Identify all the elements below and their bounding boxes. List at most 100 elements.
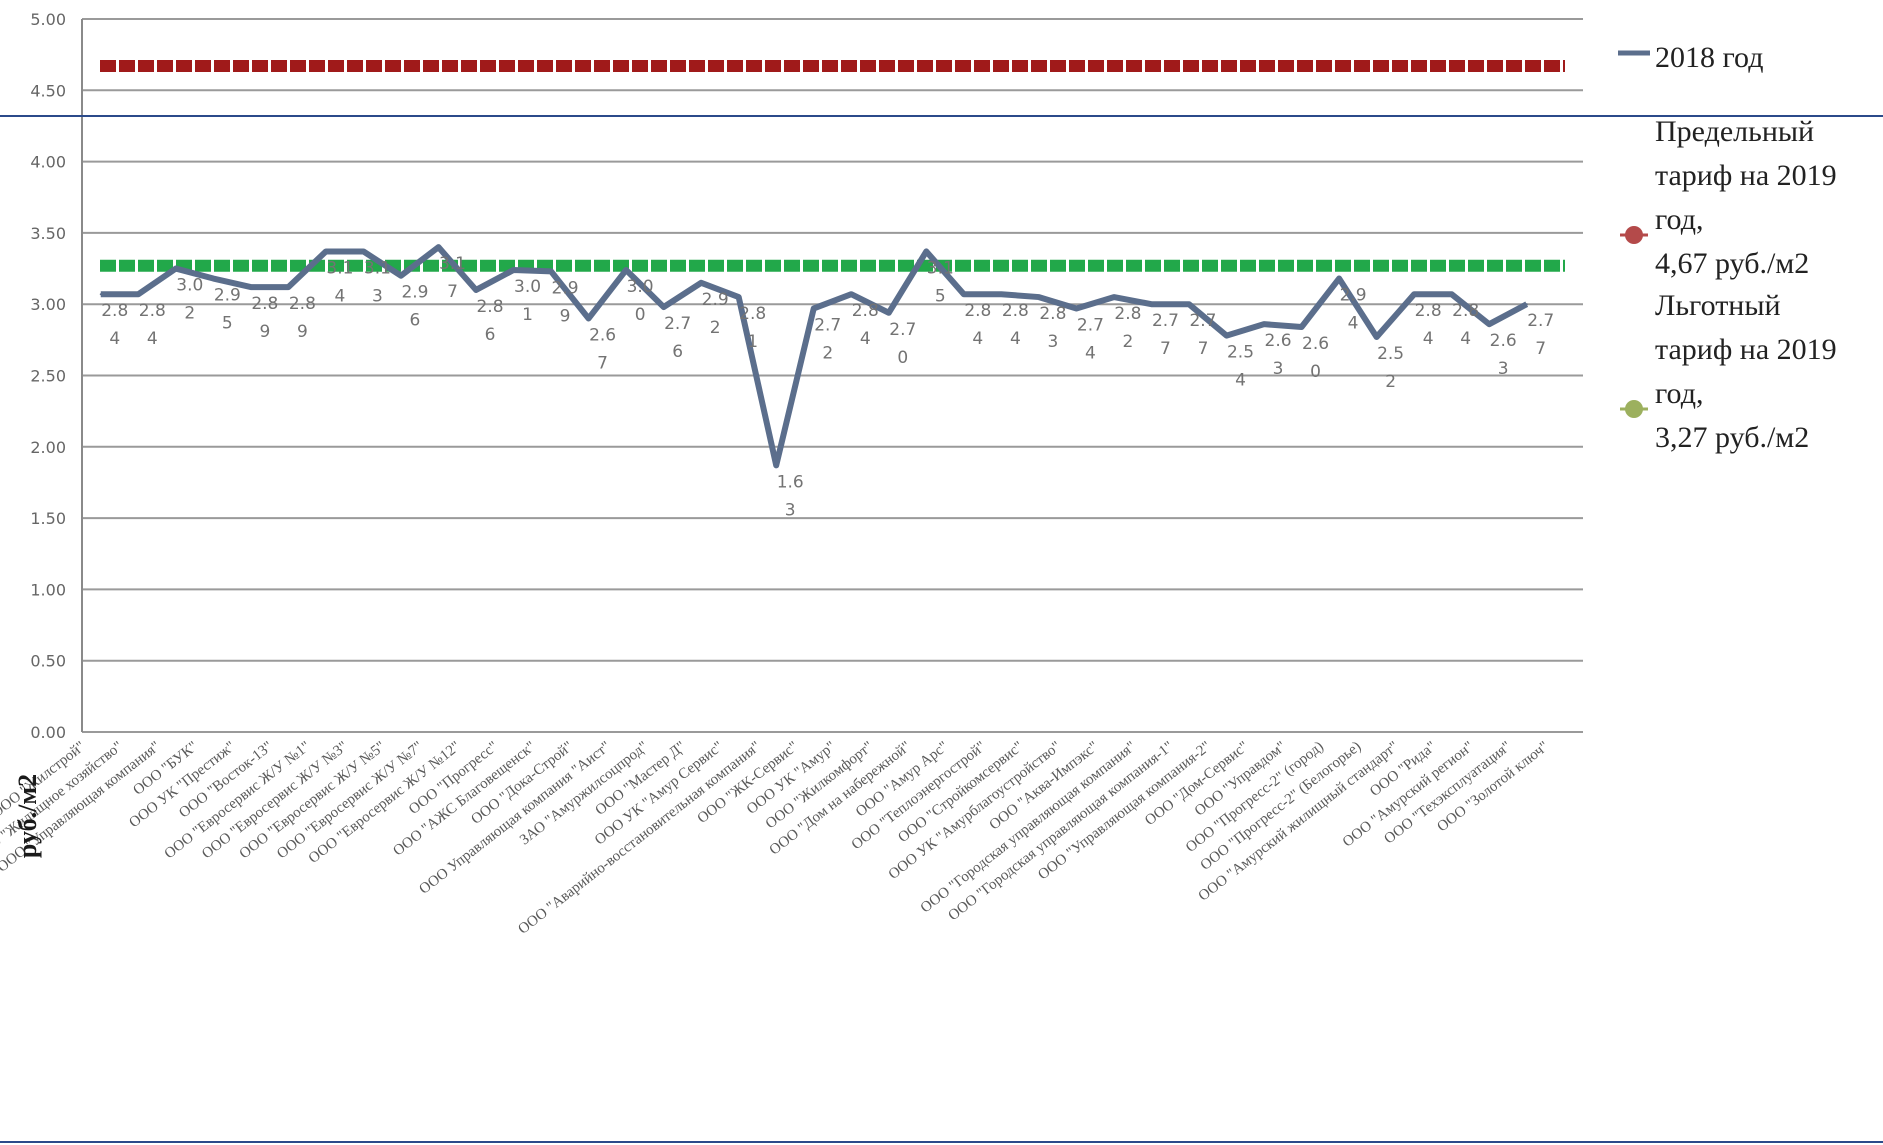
data-label: 2.7 7: [1189, 311, 1216, 359]
y-tick-label: 4.00: [30, 153, 66, 172]
legend-label: 4,67 руб./м2: [1655, 247, 1809, 280]
data-label: 2.6 3: [1490, 331, 1517, 379]
data-label: 2.9 9: [552, 278, 579, 326]
data-label: 1.6 3: [777, 472, 804, 520]
y-tick-label: 1.00: [30, 580, 66, 599]
data-label: 2.9 6: [401, 283, 428, 331]
legend-marker: [1625, 226, 1643, 244]
data-point: [1375, 335, 1378, 338]
data-label: 2.9 5: [214, 286, 241, 334]
data-point: [362, 250, 365, 253]
data-label: 2.7 0: [889, 320, 916, 368]
y-tick-label: 0.50: [30, 652, 66, 671]
data-point: [775, 464, 778, 467]
data-label: 2.7 4: [1077, 315, 1104, 363]
y-tick-label: 5.00: [30, 10, 66, 29]
data-label: 2.8 4: [139, 301, 166, 349]
data-point: [700, 281, 703, 284]
data-label: 3.1 3: [364, 258, 391, 306]
data-point: [662, 306, 665, 309]
legend-label: год,: [1655, 377, 1703, 410]
x-axis-labels: ООО "Жилстрой"ООО "Жилищное хозяйство"ОО…: [0, 739, 1552, 938]
data-label: 2.5 2: [1377, 344, 1404, 392]
grid-lines: [81, 18, 1583, 733]
y-tick-label: 2.00: [30, 438, 66, 457]
data-label: 2.5 4: [1227, 343, 1254, 391]
data-label: 2.8 2: [1114, 304, 1141, 352]
legend-label: тариф на 2019: [1655, 159, 1837, 192]
data-label: 3.1 5: [927, 258, 954, 306]
y-tick-label: 0.00: [30, 723, 66, 742]
data-point: [512, 268, 515, 271]
data-point: [174, 267, 177, 270]
data-label: 2.7 7: [1152, 311, 1179, 359]
legend-label: Предельный: [1655, 115, 1814, 148]
data-point: [437, 246, 440, 249]
legend-item-2: Льготный тариф на 2019 год, 3,27 руб./м2: [1620, 289, 1837, 454]
data-label: 2.8 6: [476, 297, 503, 345]
data-label: 2.9 4: [1340, 286, 1367, 334]
data-point: [925, 250, 928, 253]
data-point: [1450, 293, 1453, 296]
data-point: [324, 250, 327, 253]
data-label: 2.8 4: [101, 301, 128, 349]
data-point: [1187, 303, 1190, 306]
data-label: 3.1 7: [439, 254, 466, 302]
data-label: 2.8 4: [964, 301, 991, 349]
data-label: 2.8 4: [1415, 301, 1442, 349]
legend-marker: [1625, 400, 1643, 418]
y-tick-label: 1.50: [30, 509, 66, 528]
legend-label: 2018 год: [1655, 41, 1763, 74]
data-point: [1338, 277, 1341, 280]
data-label: 2.7 2: [814, 315, 841, 363]
data-point: [475, 288, 478, 291]
data-label: 2.8 1: [739, 304, 766, 352]
data-point: [1112, 296, 1115, 299]
data-label: 3.0 0: [627, 277, 654, 325]
data-point: [287, 286, 290, 289]
data-point: [1488, 323, 1491, 326]
y-tick-label: 3.00: [30, 295, 66, 314]
data-label: 2.8 3: [1039, 304, 1066, 352]
data-label: 3.0 2: [176, 276, 203, 324]
data-point: [587, 317, 590, 320]
data-point: [1300, 326, 1303, 329]
tariff-lines: [100, 60, 1565, 272]
data-point: [1525, 303, 1528, 306]
data-label: 2.6 0: [1302, 334, 1329, 382]
y-tick-label: 3.50: [30, 224, 66, 243]
data-label: 3.1 4: [326, 258, 353, 306]
data-point: [625, 268, 628, 271]
data-point: [1150, 303, 1153, 306]
data-label: 2.8 9: [251, 294, 278, 342]
data-point: [812, 307, 815, 310]
data-point: [399, 274, 402, 277]
legend-label: 3,27 руб./м2: [1655, 421, 1809, 454]
y-axis-ticks: 0.00 0.50 1.00 1.50 2.00 2.50 3.00 3.50 4.00 4.50…: [30, 10, 66, 742]
legend-label: год,: [1655, 203, 1703, 236]
data-point: [1413, 293, 1416, 296]
data-point: [1263, 323, 1266, 326]
data-point: [1225, 334, 1228, 337]
data-label: 2.9 2: [702, 290, 729, 338]
data-point: [99, 293, 102, 296]
data-point: [737, 296, 740, 299]
data-point: [1037, 296, 1040, 299]
legend-label: Льготный: [1655, 289, 1781, 322]
y-tick-label: 4.50: [30, 81, 66, 100]
data-label: 2.8 4: [1002, 301, 1029, 349]
data-label: 2.6 7: [589, 325, 616, 373]
legend-item-1: Предельный тариф на 2019 год, 4,67 руб./м2: [1620, 115, 1837, 280]
data-label: 2.8 4: [1452, 301, 1479, 349]
data-label: 2.7 6: [664, 314, 691, 362]
data-point: [212, 277, 215, 280]
series-2018: [99, 244, 1529, 469]
data-point: [137, 293, 140, 296]
data-label: 3.0 1: [514, 277, 541, 325]
legend-label: тариф на 2019: [1655, 333, 1837, 366]
data-point: [887, 311, 890, 314]
data-point: [1000, 293, 1003, 296]
data-point: [962, 293, 965, 296]
y-axis-label: руб./м2: [13, 774, 42, 858]
